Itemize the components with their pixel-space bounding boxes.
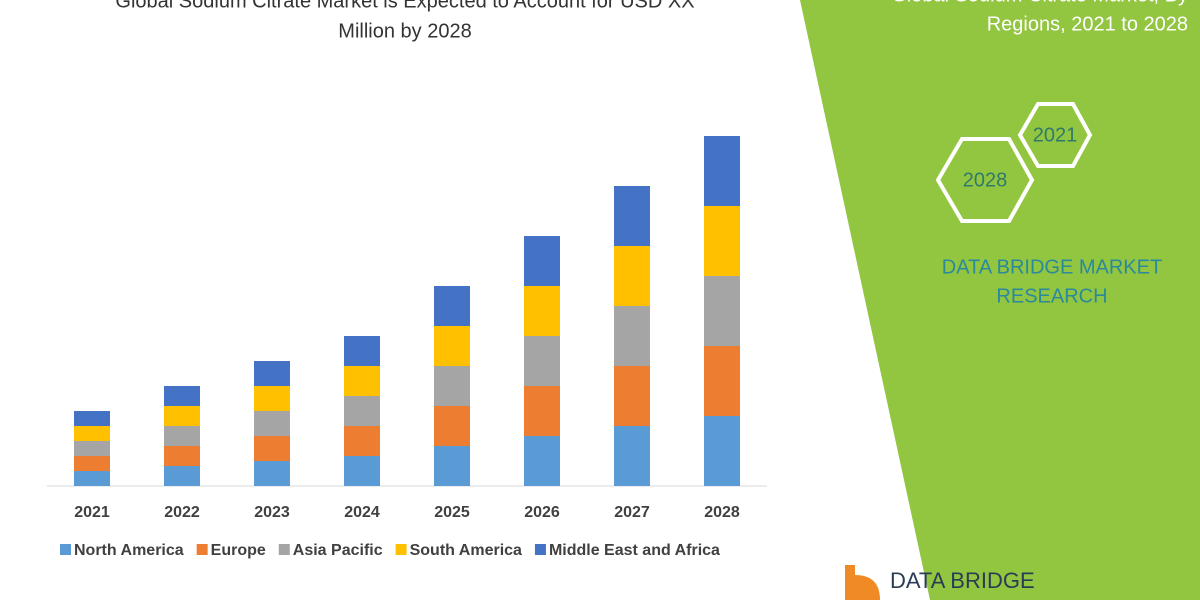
bar-segment — [614, 426, 650, 486]
x-tick-label: 2026 — [524, 504, 560, 521]
bar-segment — [164, 386, 200, 406]
bar-segment — [704, 136, 740, 206]
legend-swatch — [278, 544, 290, 555]
legend-label: Europe — [211, 542, 266, 559]
legend-swatch — [534, 544, 546, 555]
panel-title-line2: Regions, 2021 to 2028 — [987, 13, 1188, 35]
bar-segment — [254, 411, 290, 436]
legend-swatch — [196, 544, 208, 555]
legend-swatch — [60, 544, 71, 555]
bar-segment — [704, 346, 740, 416]
bar-segment — [704, 206, 740, 276]
bar-segment — [614, 246, 650, 306]
bar-segment — [434, 326, 470, 366]
bar-segment — [164, 446, 200, 466]
brand-text: DATA BRIDGE MARKET — [942, 256, 1162, 278]
bar-segment — [74, 471, 110, 486]
bar-segment — [254, 461, 290, 486]
legend-swatch — [395, 544, 407, 555]
hexagon — [1017, 102, 1093, 168]
bar-segment — [434, 286, 470, 326]
legend-label: South America — [410, 542, 522, 559]
bar-segment — [704, 416, 740, 486]
bar-segment — [344, 336, 380, 366]
bar-segment — [614, 306, 650, 366]
bar-segment — [344, 396, 380, 426]
x-tick-label: 2023 — [254, 504, 290, 521]
bar-segment — [704, 276, 740, 346]
x-tick-label: 2022 — [164, 504, 200, 521]
chart-title: Global Sodium Citrate Market is Expected… — [115, 0, 694, 12]
bar-segment — [254, 436, 290, 461]
chart-title-line2: Million by 2028 — [338, 20, 471, 42]
bar-segment — [524, 436, 560, 486]
bar-segment — [164, 406, 200, 426]
bar-segment — [434, 406, 470, 446]
x-tick-label: 2025 — [434, 504, 470, 521]
x-tick-label: 2024 — [344, 504, 380, 521]
brand-text-line2: RESEARCH — [996, 285, 1107, 307]
bar-segment — [344, 366, 380, 396]
logo-text: DATA BRIDGE — [890, 568, 1035, 593]
bar-segment — [434, 366, 470, 406]
bar-segment — [344, 456, 380, 486]
bar-segment — [254, 386, 290, 411]
bar-segment — [524, 386, 560, 436]
x-tick-label: 2027 — [614, 504, 650, 521]
panel-title: Global Sodium Citrate Market, By — [891, 0, 1188, 6]
hexagon-label: 2028 — [963, 169, 1008, 191]
bar-segment — [164, 466, 200, 486]
green-panel — [800, 0, 1200, 600]
hexagon-label: 2021 — [1033, 124, 1078, 146]
bar-segment — [74, 456, 110, 471]
x-tick-label: 2028 — [704, 504, 740, 521]
bar-segment — [164, 426, 200, 446]
legend-label: Asia Pacific — [293, 542, 383, 559]
hexagon — [935, 137, 1035, 223]
bar-segment — [344, 426, 380, 456]
bar-segment — [434, 446, 470, 486]
bar-segment — [74, 441, 110, 456]
legend-label: North America — [74, 542, 184, 559]
bar-segment — [254, 361, 290, 386]
bar-segment — [524, 236, 560, 286]
bar-segment — [74, 411, 110, 426]
x-tick-label: 2021 — [74, 504, 110, 521]
bar-segment — [524, 286, 560, 336]
bar-segment — [614, 186, 650, 246]
bar-segment — [524, 336, 560, 386]
legend-label: Middle East and Africa — [549, 542, 720, 559]
logo-icon — [845, 565, 880, 600]
bar-segment — [74, 426, 110, 441]
bar-segment — [614, 366, 650, 426]
